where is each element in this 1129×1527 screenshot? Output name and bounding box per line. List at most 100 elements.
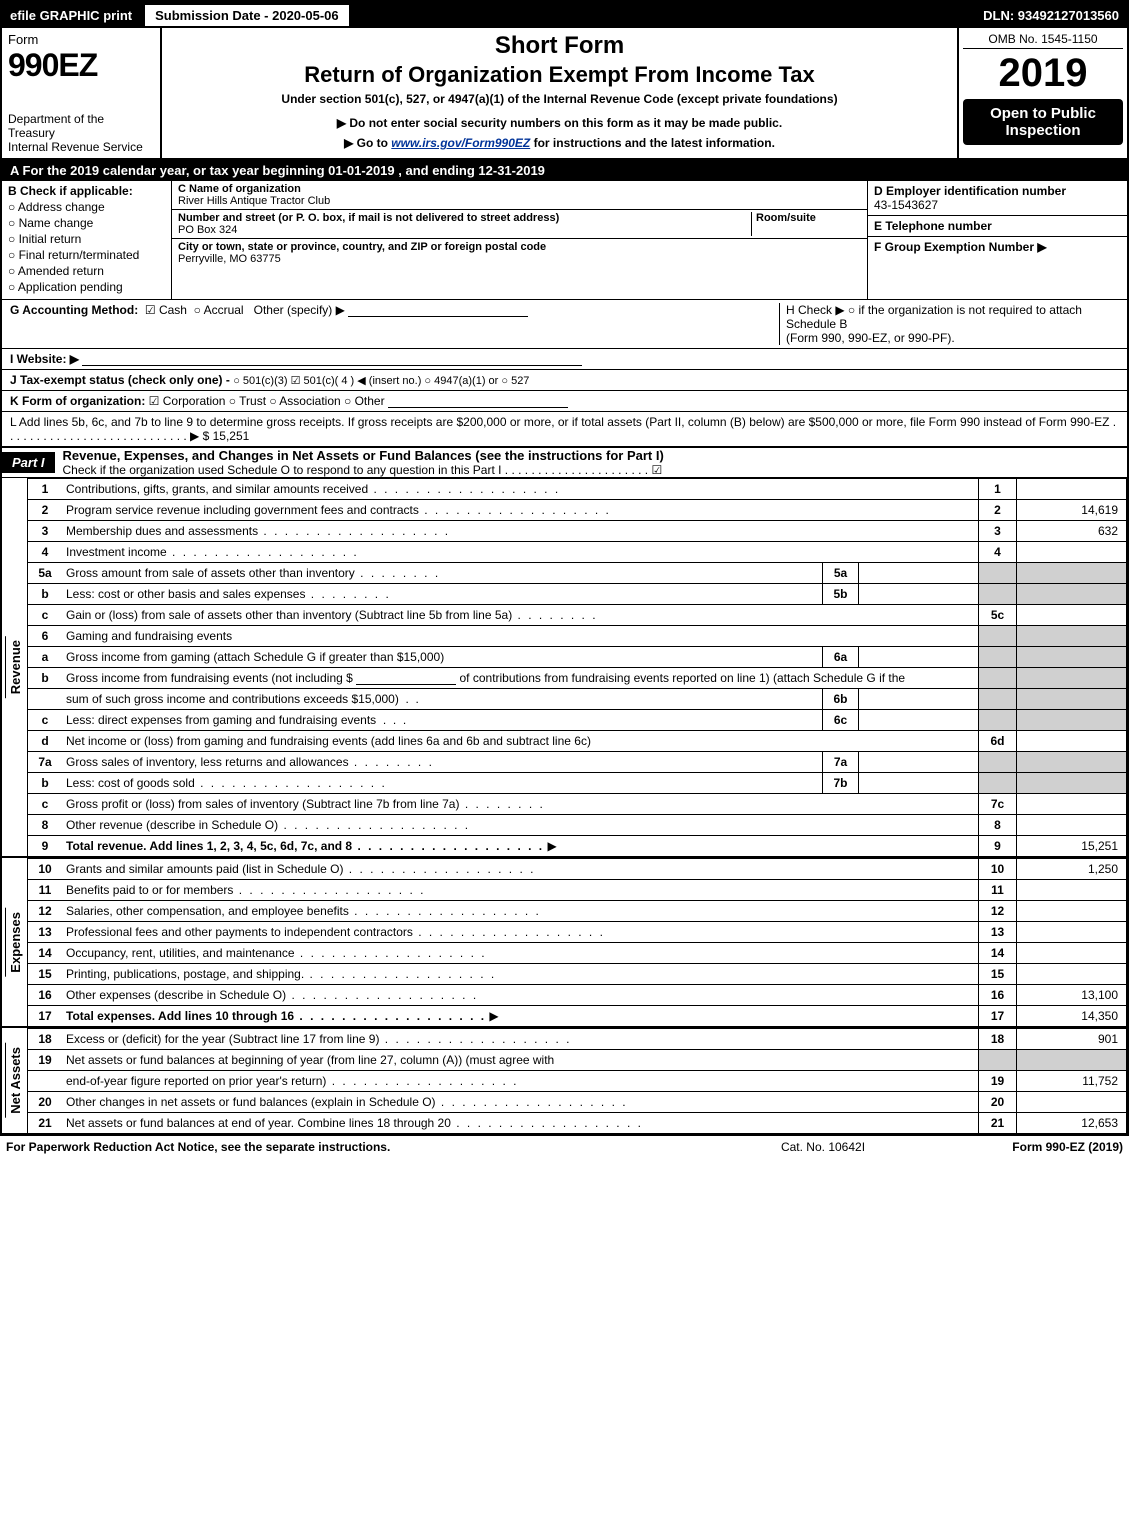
l6b-text-a: Gross income from fundraising events (no… <box>66 671 353 685</box>
l8-text: Other revenue (describe in Schedule O) <box>66 818 470 832</box>
l8-box: 8 <box>979 815 1017 836</box>
l16-num: 16 <box>28 985 62 1006</box>
room-label: Room/suite <box>756 212 816 224</box>
l11-text: Benefits paid to or for members <box>66 883 425 897</box>
g-accrual[interactable]: Accrual <box>204 303 244 317</box>
l4-text: Investment income <box>66 545 359 559</box>
c-city-row: City or town, state or province, country… <box>172 239 867 299</box>
under-section: Under section 501(c), 527, or 4947(a)(1)… <box>170 92 949 106</box>
section-i: I Website: ▶ <box>2 349 1127 370</box>
l6a-text: Gross income from gaming (attach Schedul… <box>62 647 823 668</box>
l6-greyval <box>1017 626 1127 647</box>
l5a-sub: 5a <box>823 563 859 584</box>
line-13: 13 Professional fees and other payments … <box>28 922 1127 943</box>
l5b-num: b <box>28 584 62 605</box>
l6a-greyval <box>1017 647 1127 668</box>
net-assets-section: Net Assets 18 Excess or (deficit) for th… <box>2 1026 1127 1133</box>
section-e: E Telephone number <box>868 216 1127 237</box>
form-header: Form 990EZ Department of the Treasury In… <box>2 28 1127 160</box>
line-11: 11 Benefits paid to or for members 11 <box>28 880 1127 901</box>
l5b-grey <box>979 584 1017 605</box>
l16-val: 13,100 <box>1017 985 1127 1006</box>
l17-text: Total expenses. Add lines 10 through 16 <box>66 1009 486 1023</box>
l9-text: Total revenue. Add lines 1, 2, 3, 4, 5c,… <box>66 839 544 853</box>
l19-box: 19 <box>979 1071 1017 1092</box>
line-1: 1 Contributions, gifts, grants, and simi… <box>28 479 1127 500</box>
footer-right: Form 990-EZ (2019) <box>923 1140 1123 1154</box>
net-assets-label: Net Assets <box>5 1043 25 1118</box>
l4-num: 4 <box>28 542 62 563</box>
line-20: 20 Other changes in net assets or fund b… <box>28 1092 1127 1113</box>
g-other-blank[interactable] <box>348 305 528 317</box>
l6c-num: c <box>28 710 62 731</box>
part-i-header: Part I Revenue, Expenses, and Changes in… <box>2 447 1127 478</box>
line-4: 4 Investment income 4 <box>28 542 1127 563</box>
section-c: C Name of organization River Hills Antiq… <box>172 181 867 299</box>
footer-center: Cat. No. 10642I <box>723 1140 923 1154</box>
line-6c: c Less: direct expenses from gaming and … <box>28 710 1127 731</box>
l6d-val <box>1017 731 1127 752</box>
dept-treasury: Department of the Treasury <box>8 112 154 140</box>
l5a-grey <box>979 563 1017 584</box>
d-label: D Employer identification number <box>874 184 1066 198</box>
dln-label: DLN: 93492127013560 <box>975 5 1127 26</box>
l10-box: 10 <box>979 859 1017 880</box>
l9-val: 15,251 <box>1017 836 1127 857</box>
l10-val: 1,250 <box>1017 859 1127 880</box>
chk-address-change[interactable]: Address change <box>8 200 165 214</box>
expenses-section: Expenses 10 Grants and similar amounts p… <box>2 856 1127 1026</box>
street-value: PO Box 324 <box>178 224 237 236</box>
revenue-table: 1 Contributions, gifts, grants, and simi… <box>28 478 1127 856</box>
net-assets-vert-label: Net Assets <box>2 1028 28 1133</box>
l6b-text-b: of contributions from fundraising events… <box>460 671 906 685</box>
l21-box: 21 <box>979 1113 1017 1134</box>
l5c-val <box>1017 605 1127 626</box>
print-link[interactable]: print <box>103 8 132 23</box>
l17-num: 17 <box>28 1006 62 1027</box>
l5a-greyval <box>1017 563 1127 584</box>
chk-final-return[interactable]: Final return/terminated <box>8 248 165 262</box>
l12-text: Salaries, other compensation, and employ… <box>66 904 541 918</box>
l7b-subval <box>859 773 979 794</box>
l6-text: Gaming and fundraising events <box>62 626 979 647</box>
l12-val <box>1017 901 1127 922</box>
l6b-sub: 6b <box>823 689 859 710</box>
line-21: 21 Net assets or fund balances at end of… <box>28 1113 1127 1134</box>
g-cash[interactable]: Cash <box>159 303 187 317</box>
part-i-sub: Check if the organization used Schedule … <box>63 463 1127 477</box>
k-opts[interactable]: ☑ Corporation ○ Trust ○ Association ○ Ot… <box>149 394 385 408</box>
line-8: 8 Other revenue (describe in Schedule O)… <box>28 815 1127 836</box>
line-3: 3 Membership dues and assessments 3 632 <box>28 521 1127 542</box>
chk-name-change[interactable]: Name change <box>8 216 165 230</box>
chk-initial-return[interactable]: Initial return <box>8 232 165 246</box>
l11-num: 11 <box>28 880 62 901</box>
l10-num: 10 <box>28 859 62 880</box>
l21-num: 21 <box>28 1113 62 1134</box>
line-17: 17 Total expenses. Add lines 10 through … <box>28 1006 1127 1027</box>
l7a-sub: 7a <box>823 752 859 773</box>
j-opts[interactable]: ○ 501(c)(3) ☑ 501(c)( 4 ) ◀ (insert no.)… <box>233 375 529 387</box>
line-19b: end-of-year figure reported on prior yea… <box>28 1071 1127 1092</box>
l7b-text: Less: cost of goods sold <box>66 776 387 790</box>
l14-text: Occupancy, rent, utilities, and maintena… <box>66 946 487 960</box>
chk-amended-return[interactable]: Amended return <box>8 264 165 278</box>
l6c-greyval <box>1017 710 1127 731</box>
irs-link[interactable]: www.irs.gov/Form990EZ <box>391 136 530 150</box>
section-l: L Add lines 5b, 6c, and 7b to line 9 to … <box>2 412 1127 447</box>
g-other[interactable]: Other (specify) ▶ <box>254 303 345 317</box>
k-other-blank[interactable] <box>388 396 568 408</box>
l6b-blank[interactable] <box>356 673 456 685</box>
do-not-enter: ▶ Do not enter social security numbers o… <box>170 116 949 130</box>
city-label: City or town, state or province, country… <box>178 241 546 253</box>
website-blank[interactable] <box>82 354 582 366</box>
l19a-greyval <box>1017 1050 1127 1071</box>
chk-application-pending[interactable]: Application pending <box>8 280 165 294</box>
line-10: 10 Grants and similar amounts paid (list… <box>28 859 1127 880</box>
line-5b: b Less: cost or other basis and sales ex… <box>28 584 1127 605</box>
l9-num: 9 <box>28 836 62 857</box>
h-label: H Check ▶ ○ if the organization is not r… <box>786 303 1082 331</box>
l15-num: 15 <box>28 964 62 985</box>
efile-text: efile GRAPHIC <box>10 8 100 23</box>
l11-box: 11 <box>979 880 1017 901</box>
l6b2-greyval <box>1017 689 1127 710</box>
